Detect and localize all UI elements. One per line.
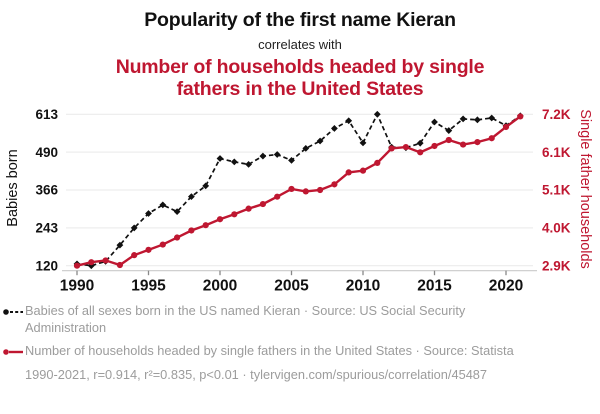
stats-line: 1990-2021, r=0.914, r²=0.835, p<0.01 · t… [25, 366, 488, 382]
x-axis-tick-label: 1990 [60, 278, 94, 295]
x-axis-tick-label: 2020 [489, 278, 523, 295]
legend-item-kieran: Babies of all sexes born in the US named… [0, 303, 525, 336]
legend-label-kieran: Babies of all sexes born in the US named… [25, 303, 466, 335]
x-axis-tick-label: 2015 [417, 278, 452, 295]
x-axis-tick-label: 1995 [131, 278, 166, 295]
left-axis-tick-label: 613 [35, 107, 58, 122]
chart-footer: Babies of all sexes born in the US named… [0, 303, 600, 383]
chart-header: Popularity of the first name Kieran corr… [0, 0, 600, 101]
right-axis-tick-label: 6.1K [542, 145, 571, 160]
legend-label-single-fathers: Number of households headed by single fa… [25, 343, 514, 358]
chart-region: 613 7.2K 490 6.1K 366 5.1K 243 4.0K 120 2.9K 1990 1… [5, 107, 593, 295]
single-fathers-series [73, 113, 524, 269]
legend-item-single-fathers: Number of households headed by single fa… [0, 343, 525, 360]
left-axis-tick-label: 243 [35, 221, 58, 236]
kieran-series-marker-icon [3, 309, 23, 315]
right-axis-tick-label: 4.0K [542, 221, 571, 236]
x-axis-tick-label: 2010 [346, 278, 380, 295]
chart-title-bottom: Number of households headed by single fa… [115, 56, 485, 101]
left-axis-tick-label: 120 [35, 258, 58, 273]
x-axis-tick-label: 2005 [274, 278, 309, 295]
chart-title-connector: correlates with [258, 37, 342, 52]
plot-area: 613 7.2K 490 6.1K 366 5.1K 243 4.0K 120 2.9K 1990 1… [35, 107, 571, 295]
right-axis-tick-label: 5.1K [542, 183, 571, 198]
right-axis-tick-label: 2.9K [542, 258, 571, 273]
right-axis-tick-label: 7.2K [542, 107, 571, 122]
x-axis-tick-label: 2000 [203, 278, 237, 295]
single-fathers-series-marker-icon [3, 349, 23, 355]
chart-title-top: Popularity of the first name Kieran [144, 9, 456, 31]
left-axis-title: Babies born [5, 149, 21, 227]
left-axis-tick-label: 490 [35, 145, 58, 160]
right-axis-title: Single father households [577, 109, 593, 269]
left-axis-tick-label: 366 [35, 183, 58, 198]
